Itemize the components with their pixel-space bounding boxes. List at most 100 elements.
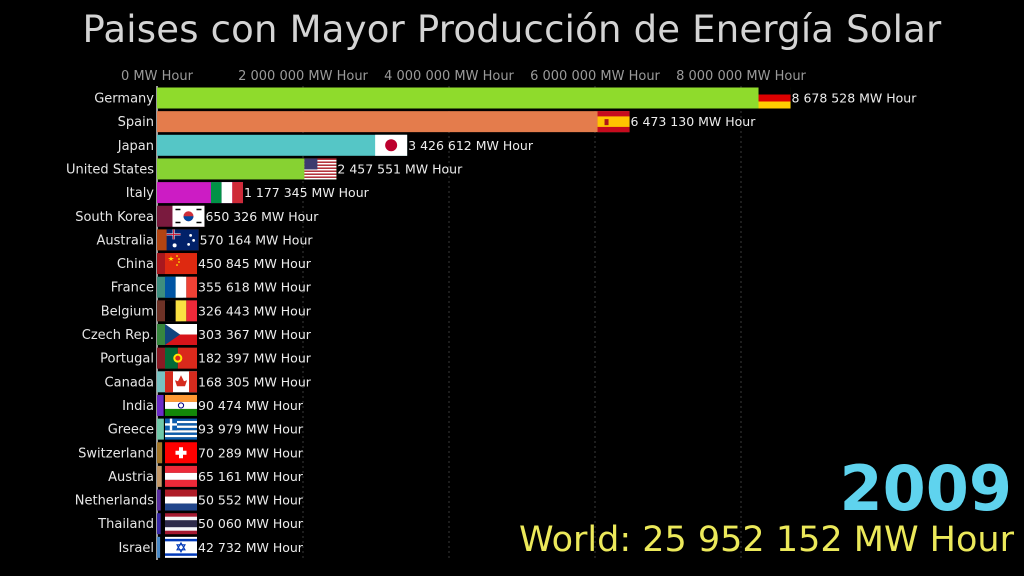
category-label: India (122, 399, 154, 414)
value-label: 42 732 MW Hour (198, 540, 304, 555)
category-label: Japan (117, 139, 154, 154)
value-label: 50 060 MW Hour (198, 516, 304, 531)
value-label: 50 552 MW Hour (198, 493, 304, 508)
value-label: 8 678 528 MW Hour (792, 91, 918, 106)
tick-label: 6 000 000 MW Hour (530, 69, 660, 84)
category-label: Belgium (101, 304, 154, 319)
usa-flag (304, 158, 337, 180)
bar (157, 394, 164, 416)
value-label: 450 845 MW Hour (198, 256, 312, 271)
bar (157, 134, 408, 156)
bar-row: Switzerland 70 289 MW Hour (78, 442, 304, 464)
category-label: Germany (94, 92, 154, 107)
south-korea-flag (172, 205, 205, 227)
world-value: 25 952 152 MW Hour (642, 520, 1014, 560)
value-label: 90 474 MW Hour (198, 398, 304, 413)
tick-label: 0 MW Hour (121, 69, 194, 84)
value-label: 570 164 MW Hour (200, 232, 314, 247)
value-label: 168 305 MW Hour (198, 374, 312, 389)
value-label: 3 426 612 MW Hour (408, 138, 534, 153)
category-label: Italy (126, 186, 155, 201)
value-label: 355 618 MW Hour (198, 280, 312, 295)
portugal-flag (165, 347, 197, 369)
tick-label: 8 000 000 MW Hour (676, 69, 806, 84)
bar (157, 111, 630, 133)
bar-row: South Korea 650 326 MW Hour (75, 205, 319, 227)
switzerland-flag (165, 442, 197, 464)
value-label: 2 457 551 MW Hour (337, 161, 463, 176)
china-flag (165, 253, 197, 275)
category-label: Canada (105, 375, 154, 390)
value-label: 93 979 MW Hour (198, 422, 304, 437)
australia-flag (166, 229, 199, 251)
bar-row: Canada 168 305 MW Hour (105, 371, 312, 393)
thailand-flag (165, 513, 197, 535)
value-label: 70 289 MW Hour (198, 445, 304, 460)
bar-row: Australia 570 164 MW Hour (96, 229, 314, 251)
austria-flag (165, 465, 197, 487)
bar-row: Spain 6 473 130 MW Hour (118, 111, 757, 133)
netherlands-flag (165, 489, 197, 511)
bar-row: France 355 618 MW Hour (111, 276, 312, 298)
bar (157, 536, 161, 558)
category-label: Thailand (97, 517, 154, 532)
india-flag (165, 394, 197, 416)
world-prefix: World: (519, 520, 643, 560)
category-label: Netherlands (75, 494, 154, 509)
bar-row: Israel 42 732 MW Hour (118, 536, 304, 558)
canada-flag (165, 371, 197, 393)
bar (157, 158, 337, 180)
italy-flag (210, 182, 243, 204)
chart-title: Paises con Mayor Producción de Energía S… (82, 8, 942, 51)
bar-row: United States 2 457 551 MW Hour (66, 158, 463, 180)
bar-row: Portugal 182 397 MW Hour (100, 347, 312, 369)
category-label: Greece (108, 423, 154, 438)
value-label: 65 161 MW Hour (198, 469, 304, 484)
japan-flag (375, 134, 408, 156)
value-label: 6 473 130 MW Hour (631, 114, 757, 129)
bar (157, 513, 161, 535)
bar (157, 418, 164, 440)
france-flag (165, 276, 197, 298)
bar-row: Thailand 50 060 MW Hour (97, 513, 304, 535)
bar-row: Netherlands 50 552 MW Hour (75, 489, 304, 511)
tick-label: 4 000 000 MW Hour (384, 69, 514, 84)
bar (157, 489, 161, 511)
bar (157, 465, 162, 487)
bar-row: China 450 845 MW Hour (117, 253, 312, 275)
bar-row: Austria 65 161 MW Hour (108, 465, 304, 487)
category-label: South Korea (75, 210, 154, 225)
bar-row: Japan 3 426 612 MW Hour (117, 134, 534, 156)
value-label: 303 367 MW Hour (198, 327, 312, 342)
bar-row: Italy 1 177 345 MW Hour (126, 182, 370, 204)
category-label: Spain (118, 115, 154, 130)
value-label: 650 326 MW Hour (205, 209, 319, 224)
tick-label: 2 000 000 MW Hour (238, 69, 368, 84)
bar-row: Germany 8 678 528 MW Hour (94, 87, 918, 109)
bar-row: Greece 93 979 MW Hour (108, 418, 304, 440)
category-label: China (117, 257, 154, 272)
value-label: 326 443 MW Hour (198, 303, 312, 318)
bar (157, 87, 791, 109)
category-label: United States (66, 162, 154, 177)
bar-row: India 90 474 MW Hour (122, 394, 304, 416)
category-label: Australia (96, 233, 154, 248)
belgium-flag (165, 300, 197, 322)
germany-flag (758, 87, 791, 109)
bar-row: Belgium 326 443 MW Hour (101, 300, 312, 322)
israel-flag (165, 536, 197, 558)
category-label: Portugal (100, 352, 154, 367)
greece-flag (165, 418, 197, 440)
category-label: Israel (118, 541, 154, 556)
category-label: Austria (108, 470, 154, 485)
category-label: Switzerland (78, 446, 154, 461)
value-label: 182 397 MW Hour (198, 351, 312, 366)
year-label: 2009 (839, 452, 1012, 525)
world-total: World: 25 952 152 MW Hour (519, 520, 1014, 560)
bar (157, 442, 163, 464)
category-label: Czech Rep. (82, 328, 154, 343)
czech-flag (165, 324, 197, 345)
value-label: 1 177 345 MW Hour (244, 185, 370, 200)
spain-flag (597, 111, 630, 133)
